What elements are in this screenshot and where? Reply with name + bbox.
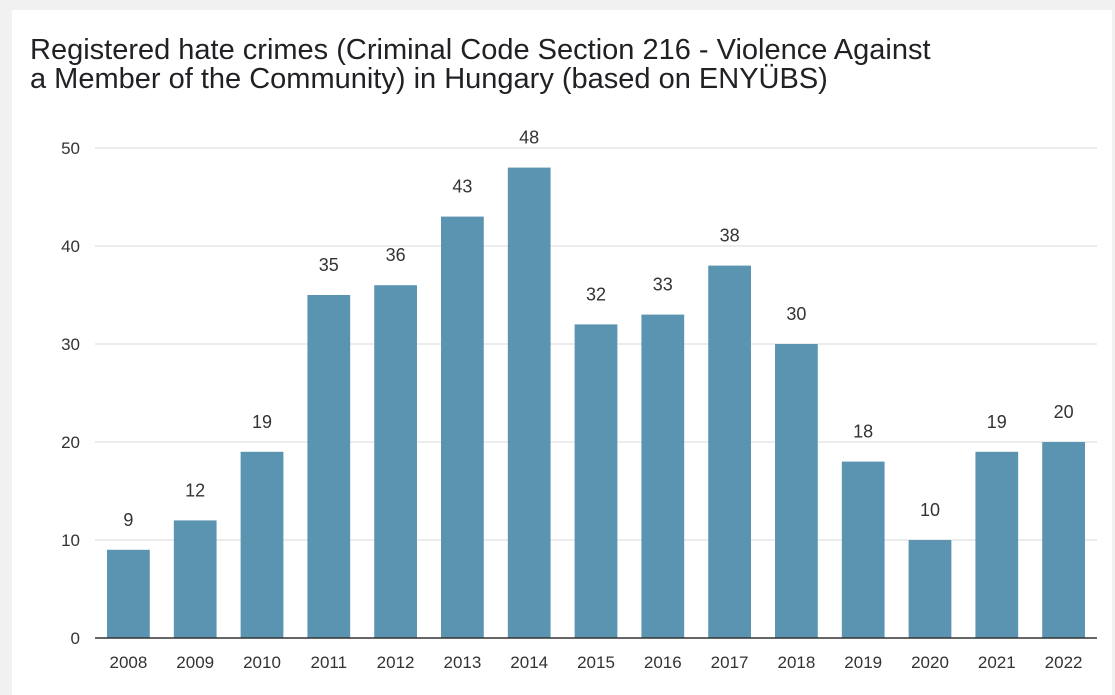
bar-2017 <box>708 265 751 638</box>
x-tick-label-2019: 2019 <box>844 653 882 672</box>
bar-2019 <box>841 461 885 638</box>
bars <box>107 167 1085 638</box>
x-tick-label-2012: 2012 <box>377 653 415 672</box>
x-tick-label-2009: 2009 <box>176 653 214 672</box>
x-tick-label-2015: 2015 <box>577 653 615 672</box>
bar-2022 <box>1042 442 1085 638</box>
value-label-2017: 38 <box>720 226 740 246</box>
bar-2012 <box>374 285 417 638</box>
y-axis-ticks: 0 10 20 30 40 50 <box>61 139 80 648</box>
chart-title: Registered hate crimes (Criminal Code Se… <box>30 36 1090 94</box>
x-axis-ticks: 2008 2009 2010 2011 2012 2013 2014 2015 2016 2017… <box>109 653 1082 672</box>
y-tick-label: 40 <box>61 237 80 256</box>
x-tick-label-2014: 2014 <box>510 653 548 672</box>
x-tick-label-2016: 2016 <box>644 653 682 672</box>
value-label-2013: 43 <box>452 177 472 197</box>
bar-2015 <box>574 324 618 638</box>
y-tick-label: 50 <box>61 139 80 158</box>
bar-2020 <box>908 540 952 638</box>
bar-2008 <box>107 549 150 638</box>
x-tick-label-2021: 2021 <box>978 653 1016 672</box>
bar-2021 <box>975 451 1019 638</box>
bar-2016 <box>641 314 685 638</box>
chart-title-line-2: a Member of the Community) in Hungary (b… <box>30 63 828 95</box>
value-label-2015: 32 <box>586 284 606 304</box>
bar-2014 <box>507 167 551 638</box>
bar-2009 <box>173 520 217 638</box>
value-label-2012: 36 <box>386 245 406 265</box>
x-tick-label-2022: 2022 <box>1045 653 1083 672</box>
value-label-2018: 30 <box>786 304 806 324</box>
value-label-2016: 33 <box>653 275 673 295</box>
x-tick-label-2010: 2010 <box>243 653 281 672</box>
bar-2011 <box>307 295 351 638</box>
value-label-2011: 35 <box>319 255 339 275</box>
y-tick-label: 0 <box>71 629 80 648</box>
x-tick-label-2008: 2008 <box>109 653 147 672</box>
y-tick-label: 10 <box>61 531 80 550</box>
value-labels: 9 12 19 35 36 43 48 32 33 38 30 18 10 19 20 <box>123 128 1073 530</box>
x-tick-label-2020: 2020 <box>911 653 949 672</box>
bar-2010 <box>240 451 284 638</box>
y-tick-label: 20 <box>61 433 80 452</box>
value-label-2022: 20 <box>1054 402 1074 422</box>
value-label-2021: 19 <box>987 412 1007 432</box>
value-label-2014: 48 <box>519 128 539 148</box>
value-label-2009: 12 <box>185 480 205 500</box>
value-label-2010: 19 <box>252 412 272 432</box>
value-label-2008: 9 <box>123 510 133 530</box>
x-tick-label-2011: 2011 <box>311 653 348 672</box>
x-tick-label-2013: 2013 <box>443 653 481 672</box>
x-tick-label-2018: 2018 <box>777 653 815 672</box>
bar-2018 <box>775 344 818 638</box>
x-tick-label-2017: 2017 <box>711 653 749 672</box>
y-tick-label: 30 <box>61 335 80 354</box>
chart-title-line-1: Registered hate crimes (Criminal Code Se… <box>30 34 931 66</box>
value-label-2019: 18 <box>853 422 873 442</box>
value-label-2020: 10 <box>920 500 940 520</box>
bar-2013 <box>441 216 484 638</box>
